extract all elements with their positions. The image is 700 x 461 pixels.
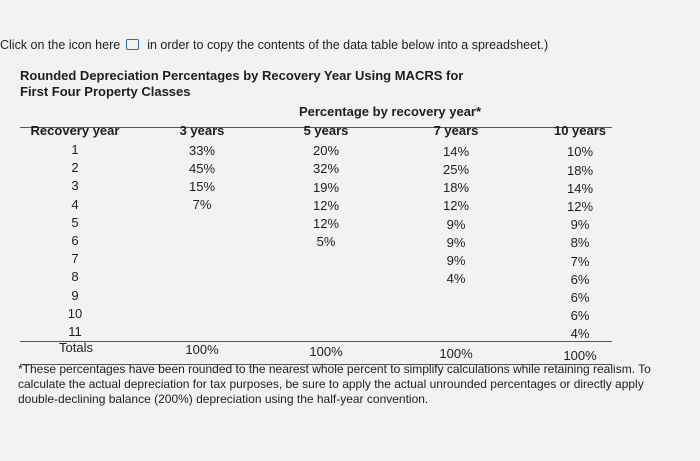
table-title: First Four Property Classes	[20, 84, 191, 99]
footnote: *These percentages have been rounded to …	[18, 362, 651, 406]
totals-cell: 100%	[563, 348, 597, 363]
table-cell: 14%	[566, 180, 594, 196]
table-cell: 6%	[570, 290, 590, 305]
table-cell: 20%	[312, 143, 340, 159]
table-cell: 12%	[312, 197, 340, 213]
table-cell: 8%	[570, 235, 590, 251]
table-cell: 12%	[312, 216, 340, 231]
table-cell: 8	[71, 269, 79, 285]
table-cell: 9%	[446, 216, 466, 232]
table-cell: 11	[68, 324, 82, 339]
group-header: Percentage by recovery year*	[298, 104, 482, 119]
table-cell: 12%	[566, 199, 594, 214]
table-cell: 7%	[570, 253, 590, 269]
totals-rule	[20, 341, 612, 342]
table-cell: 2	[71, 160, 79, 176]
table-cell: 10	[67, 305, 83, 321]
totals-cell: 100%	[185, 342, 219, 357]
header-rule	[20, 127, 612, 128]
table-cell: 9%	[446, 253, 466, 268]
column-header: 3 years	[179, 123, 225, 138]
column-header: 10 years	[553, 123, 607, 138]
intro: Click on the icon here in order to copy t…	[0, 38, 548, 52]
table-cell: 6%	[570, 271, 590, 287]
totals-cell: Totals	[59, 340, 93, 355]
column-header: 7 years	[433, 123, 479, 138]
totals-cell: 100%	[309, 344, 343, 359]
table-cell: 32%	[312, 161, 340, 177]
bottom-rule	[20, 364, 612, 365]
table-cell: 25%	[442, 162, 470, 177]
table-cell: 1	[71, 142, 79, 157]
table-cell: 6	[71, 233, 79, 248]
table-cell: 5%	[316, 234, 336, 250]
table-cell: 9%	[446, 234, 466, 250]
table-cell: 5	[71, 214, 79, 230]
table-cell: 15%	[188, 179, 216, 194]
table-cell: 3	[71, 178, 79, 194]
table-cell: 4%	[570, 326, 590, 342]
table-cell: 18%	[566, 162, 594, 178]
table-cell: 45%	[188, 160, 216, 176]
table-cell: 4%	[446, 271, 466, 287]
table-cell: 4	[71, 196, 79, 212]
table-cell: 18%	[442, 180, 470, 196]
table-cell: 19%	[312, 179, 340, 195]
table-cell: 7%	[192, 197, 212, 213]
table-cell: 6%	[570, 308, 590, 324]
totals-cell: 100%	[439, 346, 473, 361]
table-cell: 7	[71, 251, 79, 267]
table-cell: 14%	[442, 143, 470, 159]
column-header: Recovery year	[30, 123, 120, 138]
table-cell: 9	[71, 287, 79, 303]
table-cell: 12%	[442, 198, 470, 214]
intro-text: in order to copy the contents of the dat…	[147, 38, 549, 52]
table-cell: 9%	[570, 217, 590, 233]
table-cell: 10%	[566, 144, 594, 160]
copy-icon[interactable]	[126, 39, 140, 50]
table-title: Rounded Depreciation Percentages by Reco…	[20, 68, 464, 83]
intro-text: Click on the icon here	[0, 38, 121, 52]
table-cell: 33%	[188, 142, 216, 158]
column-header: 5 years	[303, 123, 349, 138]
